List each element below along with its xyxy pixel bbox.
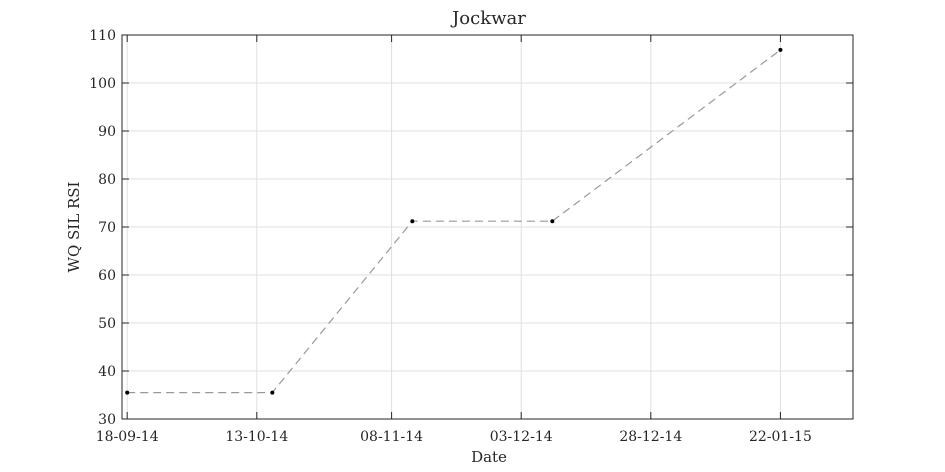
x-tick-label: 13-10-14 — [225, 429, 288, 445]
y-tick-label: 30 — [98, 412, 116, 428]
y-tick-label: 90 — [98, 124, 116, 140]
x-tick-label: 18-09-14 — [96, 429, 159, 445]
y-tick-label: 50 — [98, 316, 116, 332]
y-tick-label: 40 — [98, 364, 116, 380]
x-tick-label: 22-01-15 — [749, 429, 812, 445]
y-tick-label: 100 — [89, 76, 116, 92]
data-series — [125, 47, 783, 395]
chart-title: Jockwar — [450, 8, 526, 29]
axis-ticks: 18-09-14 13-10-14 08-11-14 03-12-14 28-12-14… — [89, 28, 853, 445]
data-point — [125, 390, 130, 395]
y-tick-label: 70 — [98, 220, 116, 236]
grid-lines — [122, 34, 853, 420]
y-axis-label: WQ SIL RSI — [65, 181, 83, 272]
data-point — [410, 219, 415, 224]
data-point — [550, 219, 555, 224]
x-tick-label: 28-12-14 — [619, 429, 682, 445]
y-tick-label: 60 — [98, 268, 116, 284]
y-tick-label: 110 — [89, 28, 116, 44]
data-point — [270, 390, 275, 395]
y-tick-label: 80 — [98, 172, 116, 188]
x-tick-label: 08-11-14 — [360, 429, 423, 445]
series-line — [127, 49, 781, 394]
x-axis-label: Date — [471, 448, 507, 466]
x-tick-label: 03-12-14 — [490, 429, 553, 445]
data-point — [778, 47, 783, 52]
